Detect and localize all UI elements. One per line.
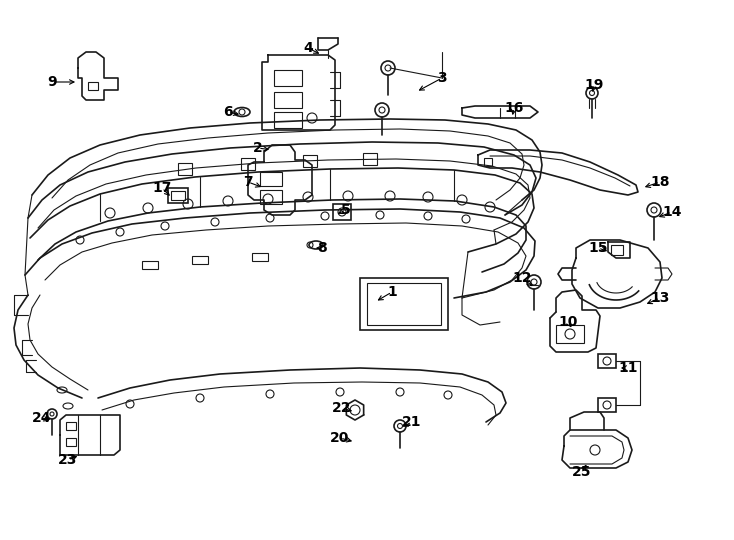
Bar — [252, 253, 268, 261]
Bar — [66, 422, 76, 430]
Bar — [274, 70, 302, 86]
Bar — [260, 172, 282, 186]
Bar — [168, 188, 188, 203]
Text: 9: 9 — [47, 75, 57, 89]
Text: 24: 24 — [32, 411, 52, 425]
Bar — [303, 155, 317, 167]
Text: 4: 4 — [303, 41, 313, 55]
Bar — [333, 204, 351, 220]
Bar — [260, 190, 282, 204]
Bar — [178, 163, 192, 175]
Bar — [274, 112, 302, 128]
Text: 1: 1 — [387, 285, 397, 299]
Bar — [360, 278, 448, 330]
Bar — [171, 191, 185, 200]
Bar — [367, 283, 441, 325]
Text: 19: 19 — [584, 78, 603, 92]
Bar — [598, 354, 616, 368]
Text: 15: 15 — [588, 241, 608, 255]
Text: 12: 12 — [512, 271, 531, 285]
Bar — [598, 398, 616, 412]
Text: 16: 16 — [504, 101, 523, 115]
Text: 11: 11 — [618, 361, 638, 375]
Text: 8: 8 — [317, 241, 327, 255]
Text: 18: 18 — [650, 175, 669, 189]
Text: 23: 23 — [58, 453, 78, 467]
Text: 6: 6 — [223, 105, 233, 119]
Bar — [484, 158, 492, 166]
Text: 20: 20 — [330, 431, 349, 445]
Text: 22: 22 — [333, 401, 352, 415]
Bar — [66, 438, 76, 446]
Bar — [611, 245, 623, 255]
Bar — [363, 153, 377, 165]
Text: 21: 21 — [402, 415, 422, 429]
Text: 2: 2 — [253, 141, 263, 155]
Text: 5: 5 — [341, 203, 351, 217]
Text: 17: 17 — [153, 181, 172, 195]
Bar — [274, 92, 302, 108]
Bar — [241, 158, 255, 170]
Text: 10: 10 — [559, 315, 578, 329]
Bar — [192, 256, 208, 264]
Bar — [142, 261, 158, 269]
Text: 3: 3 — [437, 71, 447, 85]
Text: 7: 7 — [243, 175, 252, 189]
Bar — [556, 325, 584, 343]
Text: 25: 25 — [573, 465, 592, 479]
Text: 13: 13 — [650, 291, 669, 305]
Text: 14: 14 — [662, 205, 682, 219]
Bar — [88, 82, 98, 90]
